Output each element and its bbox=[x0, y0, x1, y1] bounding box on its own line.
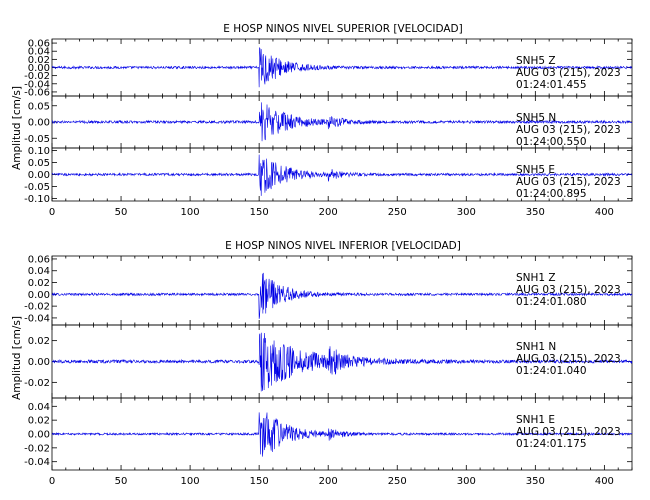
x-tick-label: 50 bbox=[115, 476, 128, 487]
time-label: 01:24:01.080 bbox=[516, 296, 587, 308]
y-tick-label: -0.02 bbox=[24, 378, 50, 389]
y-tick-label: 0.00 bbox=[28, 170, 50, 181]
y-tick-label: 0.00 bbox=[28, 430, 50, 441]
time-label: 01:24:00.550 bbox=[516, 136, 587, 148]
waveform-trace bbox=[51, 154, 633, 196]
y-tick-label: 0.00 bbox=[28, 357, 50, 368]
y-tick-label: -0.05 bbox=[24, 134, 50, 145]
y-tick-label: 0.05 bbox=[28, 101, 50, 112]
station-label: SNH5 E bbox=[516, 164, 555, 176]
x-tick-label: 200 bbox=[319, 207, 338, 218]
y-tick-label: 0.00 bbox=[28, 290, 50, 301]
y-tick-label: 0.05 bbox=[28, 158, 50, 169]
y-tick-label: 0.02 bbox=[28, 278, 50, 289]
x-tick-label: 350 bbox=[526, 207, 545, 218]
x-tick-label: 300 bbox=[457, 207, 476, 218]
station-label: SNH1 E bbox=[516, 414, 555, 426]
x-tick-label: 400 bbox=[595, 207, 614, 218]
waveform-trace bbox=[51, 47, 633, 88]
x-tick-label: 350 bbox=[526, 476, 545, 487]
date-label: AUG 03 (215), 2023 bbox=[516, 67, 621, 79]
waveform-trace bbox=[51, 332, 633, 392]
y-tick-label: -0.05 bbox=[24, 182, 50, 193]
panel-snh5-z: 0.060.040.020.00-0.02-0.04-0.06 SNH5 ZAUG… bbox=[24, 39, 633, 98]
y-tick-label: -0.04 bbox=[24, 457, 50, 468]
x-tick-label: 250 bbox=[388, 207, 407, 218]
y-tick-label: -0.06 bbox=[24, 87, 50, 98]
y-tick-label: 0.02 bbox=[28, 416, 50, 427]
x-tick-label: 0 bbox=[49, 207, 55, 218]
x-tick-label: 200 bbox=[319, 476, 338, 487]
time-label: 01:24:01.175 bbox=[516, 438, 587, 450]
date-label: AUG 03 (215), 2023 bbox=[516, 353, 621, 365]
time-label: 01:24:01.455 bbox=[516, 79, 587, 91]
date-label: AUG 03 (215), 2023 bbox=[516, 284, 621, 296]
time-label: 01:24:01.040 bbox=[516, 365, 587, 377]
waveform-trace bbox=[51, 102, 633, 142]
y-tick-label: 0.06 bbox=[28, 39, 50, 50]
y-tick-label: 0.00 bbox=[28, 118, 50, 129]
chart-upper: E HOSP NINOS NIVEL SUPERIOR [VELOCIDAD] … bbox=[11, 23, 633, 218]
x-tick-label: 150 bbox=[250, 476, 269, 487]
chart-lower: E HOSP NINOS NIVEL INFERIOR [VELOCIDAD] … bbox=[11, 240, 633, 487]
date-label: AUG 03 (215), 2023 bbox=[516, 124, 621, 136]
y-tick-label: 0.00 bbox=[28, 63, 50, 74]
y-tick-label: 0.10 bbox=[28, 146, 50, 157]
time-label: 01:24:00.895 bbox=[516, 188, 587, 200]
y-tick-label: 0.04 bbox=[28, 47, 50, 58]
x-tick-label: 250 bbox=[388, 476, 407, 487]
waveform-trace bbox=[51, 272, 633, 319]
x-tick-label: 0 bbox=[49, 476, 55, 487]
y-tick-label: -0.10 bbox=[24, 194, 50, 205]
y-axis-label-upper: Amplitud [cm/s] bbox=[11, 86, 23, 170]
y-tick-label: -0.04 bbox=[24, 313, 50, 324]
station-label: SNH1 Z bbox=[516, 272, 556, 284]
station-label: SNH5 Z bbox=[516, 55, 556, 67]
y-axis-label-lower: Amplitud [cm/s] bbox=[11, 316, 23, 400]
y-tick-label: -0.04 bbox=[24, 79, 50, 90]
chart-title-upper: E HOSP NINOS NIVEL SUPERIOR [VELOCIDAD] bbox=[223, 23, 462, 35]
y-tick-label: -0.02 bbox=[24, 443, 50, 454]
waveform-trace bbox=[51, 412, 633, 457]
x-tick-label: 50 bbox=[115, 207, 128, 218]
y-tick-label: 0.04 bbox=[28, 266, 50, 277]
x-tick-label: 100 bbox=[181, 476, 200, 487]
chart-title-lower: E HOSP NINOS NIVEL INFERIOR [VELOCIDAD] bbox=[225, 240, 461, 252]
x-tick-label: 100 bbox=[181, 207, 200, 218]
station-label: SNH5 N bbox=[516, 112, 556, 124]
y-tick-label: 0.02 bbox=[28, 55, 50, 66]
date-label: AUG 03 (215), 2023 bbox=[516, 426, 621, 438]
x-tick-label: 300 bbox=[457, 476, 476, 487]
x-tick-label: 400 bbox=[595, 476, 614, 487]
date-label: AUG 03 (215), 2023 bbox=[516, 176, 621, 188]
y-tick-label: -0.02 bbox=[24, 302, 50, 313]
y-tick-label: 0.02 bbox=[28, 336, 50, 347]
station-label: SNH1 N bbox=[516, 341, 556, 353]
y-tick-label: -0.02 bbox=[24, 71, 50, 82]
y-tick-label: 0.04 bbox=[28, 402, 50, 413]
y-tick-label: 0.06 bbox=[28, 254, 50, 265]
x-tick-label: 150 bbox=[250, 207, 269, 218]
